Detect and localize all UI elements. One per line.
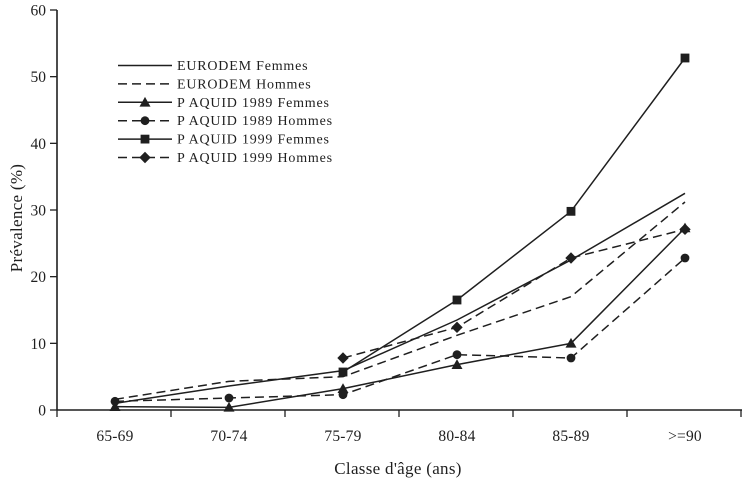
y-tick-label: 40 bbox=[31, 136, 47, 153]
legend-label-p-aquid-1989-hommes: P AQUID 1989 Hommes bbox=[177, 114, 333, 129]
y-tick-label: 0 bbox=[38, 403, 46, 420]
x-category-label: >=90 bbox=[668, 428, 702, 445]
legend-label-p-aquid-1989-femmes: P AQUID 1989 Femmes bbox=[177, 96, 330, 111]
x-category-label: 70-74 bbox=[210, 428, 247, 445]
series-marker-p-aquid-1999-hommes bbox=[337, 352, 349, 364]
series-line-eurodem-femmes bbox=[114, 192, 686, 405]
series-line-p-aquid-1989-femmes bbox=[114, 227, 686, 409]
series-marker-p-aquid-1989-hommes bbox=[452, 350, 462, 360]
series-marker-p-aquid-1989-hommes bbox=[338, 390, 348, 400]
y-tick-label: 50 bbox=[31, 69, 47, 86]
series-line-p-aquid-1989-hommes bbox=[114, 257, 686, 403]
legend-label-p-aquid-1999-hommes: P AQUID 1999 Hommes bbox=[177, 151, 333, 166]
series-marker-p-aquid-1989-hommes bbox=[566, 353, 576, 363]
series-marker-p-aquid-1989-hommes bbox=[110, 396, 120, 406]
series-marker-p-aquid-1999-femmes bbox=[680, 53, 690, 63]
series-marker-p-aquid-1999-hommes bbox=[679, 223, 691, 236]
x-category-label: 65-69 bbox=[96, 428, 133, 445]
legend-marker-p-aquid-1989-hommes bbox=[140, 116, 150, 126]
series-marker-p-aquid-1999-hommes bbox=[451, 321, 463, 334]
legend-label-p-aquid-1999-femmes: P AQUID 1999 Femmes bbox=[177, 133, 330, 148]
legend-marker-p-aquid-1999-hommes bbox=[139, 151, 151, 164]
legend-marker-p-aquid-1989-femmes bbox=[139, 96, 151, 107]
series-marker-p-aquid-1989-femmes bbox=[565, 337, 577, 348]
series-marker-p-aquid-1999-femmes bbox=[566, 206, 576, 216]
legend-label-eurodem-femmes: EURODEM Femmes bbox=[177, 59, 308, 74]
series-marker-p-aquid-1989-femmes bbox=[223, 401, 235, 412]
y-axis-title: Prévalence (%) bbox=[7, 163, 26, 273]
series-marker-p-aquid-1989-femmes bbox=[451, 359, 463, 369]
series-line-eurodem-hommes bbox=[114, 201, 686, 401]
y-tick-label: 20 bbox=[31, 269, 47, 286]
x-category-label: 85-89 bbox=[552, 428, 589, 445]
series-line-p-aquid-1999-femmes bbox=[342, 57, 686, 373]
x-axis-title: Classe d'âge (ans) bbox=[334, 459, 462, 478]
x-category-label: 80-84 bbox=[438, 428, 475, 445]
series-line-p-aquid-1999-hommes bbox=[342, 228, 686, 359]
series-marker-p-aquid-1999-femmes bbox=[338, 367, 348, 377]
y-tick-label: 60 bbox=[31, 3, 47, 20]
series-marker-p-aquid-1989-femmes bbox=[337, 383, 349, 393]
legend-marker-p-aquid-1999-femmes bbox=[140, 134, 150, 144]
series-marker-p-aquid-1989-hommes bbox=[680, 253, 690, 263]
y-tick-label: 10 bbox=[31, 336, 47, 353]
x-category-label: 75-79 bbox=[324, 428, 361, 445]
y-tick-label: 30 bbox=[31, 203, 47, 220]
series-marker-p-aquid-1999-hommes bbox=[565, 252, 577, 264]
series-marker-p-aquid-1989-femmes bbox=[109, 401, 121, 411]
series-marker-p-aquid-1989-hommes bbox=[224, 393, 234, 403]
legend-label-eurodem-hommes: EURODEM Hommes bbox=[177, 77, 311, 92]
series-marker-p-aquid-1999-femmes bbox=[452, 295, 462, 305]
